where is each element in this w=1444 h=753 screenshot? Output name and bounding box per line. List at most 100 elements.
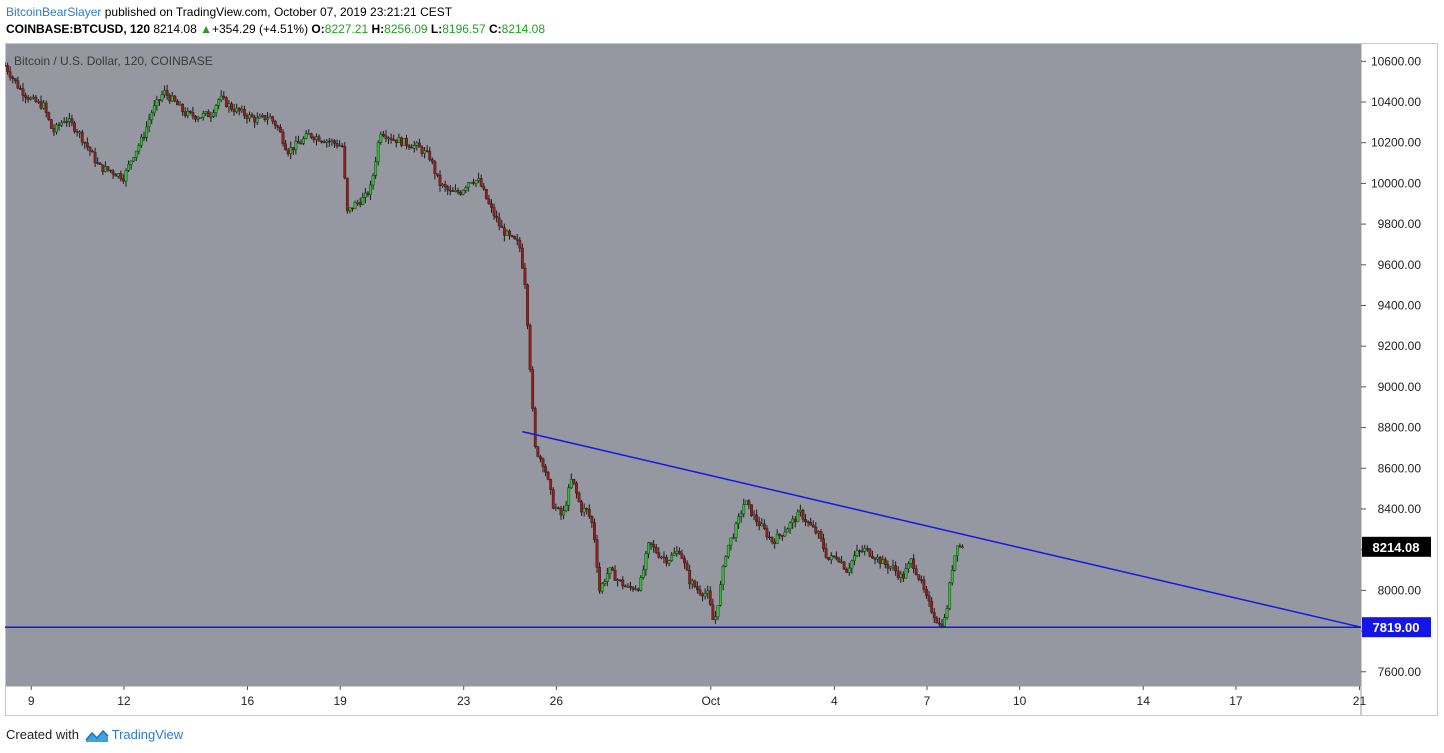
- candle-body-up: [160, 94, 164, 101]
- x-tick-label: 16: [241, 694, 255, 708]
- x-tick-label: 17: [1229, 694, 1243, 708]
- candle: [242, 105, 246, 120]
- candle-body-up: [788, 522, 792, 530]
- price-axis[interactable]: [1361, 43, 1438, 716]
- candle: [719, 580, 722, 607]
- candle: [466, 182, 470, 192]
- candle: [217, 98, 221, 110]
- candle-body-down: [206, 111, 210, 118]
- candle-body-down: [914, 568, 918, 576]
- candle: [70, 114, 74, 127]
- candle-body-up: [363, 192, 367, 198]
- resistance-trendline[interactable]: [522, 430, 1362, 628]
- candle: [281, 129, 285, 147]
- author-link[interactable]: BitcoinBearSlayer: [6, 5, 102, 19]
- change-up-icon: ▲: [200, 22, 212, 36]
- candle: [889, 566, 892, 572]
- last-price-badge-bg: [1362, 536, 1431, 557]
- price-chart[interactable]: Bitcoin / U.S. Dollar, 120, COINBASE 106…: [5, 43, 1438, 716]
- candle: [276, 124, 280, 131]
- candle-body-up: [644, 553, 648, 571]
- candle-body-up: [847, 567, 851, 573]
- candle-body-up: [454, 190, 457, 192]
- candle: [850, 559, 854, 574]
- candle-body-down: [623, 585, 627, 588]
- candle: [6, 62, 9, 75]
- candle: [683, 555, 686, 569]
- candle-body-down: [327, 140, 331, 143]
- candle: [482, 183, 486, 191]
- candle: [567, 483, 571, 512]
- candle-body-down: [91, 150, 94, 153]
- candle-body-up: [477, 178, 481, 181]
- candle-body-up: [909, 558, 913, 564]
- candle-body-down: [242, 108, 246, 116]
- candle-body-up: [554, 507, 558, 509]
- candle-body-down: [912, 558, 916, 569]
- time-axis[interactable]: [5, 686, 1361, 716]
- candle-body-up: [734, 523, 738, 538]
- x-tick-label: 4: [831, 694, 838, 708]
- candle: [379, 131, 383, 145]
- candle: [24, 92, 27, 104]
- candle: [407, 143, 411, 151]
- candle-body-down: [652, 544, 656, 548]
- candle-body-down: [544, 466, 547, 473]
- candle: [703, 588, 707, 600]
- candle-body-up: [353, 202, 357, 210]
- tradingview-logo-icon[interactable]: [85, 729, 109, 743]
- candle-body-up: [155, 99, 159, 106]
- x-tick-label: Oct: [701, 694, 720, 708]
- candle-body-up: [667, 560, 671, 564]
- candle-body-down: [518, 240, 522, 249]
- candle: [484, 188, 488, 200]
- candle-body-up: [716, 605, 720, 617]
- tradingview-brand-link[interactable]: TradingView: [111, 727, 184, 742]
- candle-body-down: [183, 111, 187, 117]
- candle-body-up: [744, 500, 748, 505]
- candle-body-down: [8, 71, 12, 78]
- candle: [551, 487, 555, 510]
- candle-body-down: [541, 458, 545, 467]
- candle: [381, 130, 385, 138]
- candle-body-down: [19, 88, 22, 90]
- chart-container[interactable]: Bitcoin / U.S. Dollar, 120, COINBASE 106…: [5, 43, 1438, 716]
- candle-body-down: [49, 119, 53, 129]
- candle-body-down: [490, 203, 493, 208]
- last-price-badge-text: 8214.08: [1373, 540, 1420, 555]
- candle-body-down: [587, 509, 591, 517]
- level-price-badge-bg: [1362, 617, 1431, 638]
- candle-body-down: [901, 573, 905, 579]
- candle: [273, 119, 277, 130]
- candle-body-down: [65, 121, 69, 123]
- candle-body-down: [351, 207, 354, 210]
- candle: [224, 96, 228, 108]
- candle-body-down: [551, 489, 555, 509]
- candle-body-down: [114, 173, 118, 177]
- candle: [49, 118, 53, 129]
- candle-body-up: [796, 511, 800, 523]
- candle-body-down: [312, 137, 316, 140]
- candle-body-down: [837, 558, 841, 563]
- candle-body-down: [515, 238, 519, 241]
- candle: [526, 283, 529, 330]
- candle-body-up: [212, 112, 215, 117]
- candle-body-down: [34, 96, 38, 103]
- candle: [384, 129, 388, 143]
- candle: [436, 173, 439, 178]
- y-tick-label: 10000.00: [1371, 176, 1421, 190]
- low-value: 8196.57: [442, 22, 486, 36]
- candle-body-down: [618, 579, 622, 582]
- candle-body-up: [127, 164, 130, 171]
- candle-body-up: [783, 531, 787, 537]
- candle-body-up: [752, 514, 756, 517]
- candle-body-down: [701, 593, 704, 597]
- plot-area[interactable]: [5, 43, 1361, 686]
- candle: [80, 129, 84, 146]
- candle-body-down: [21, 88, 25, 96]
- candle: [688, 564, 692, 590]
- candle-body-up: [137, 145, 141, 152]
- candle: [165, 84, 169, 100]
- candle: [230, 101, 233, 112]
- candle-body-up: [641, 569, 645, 578]
